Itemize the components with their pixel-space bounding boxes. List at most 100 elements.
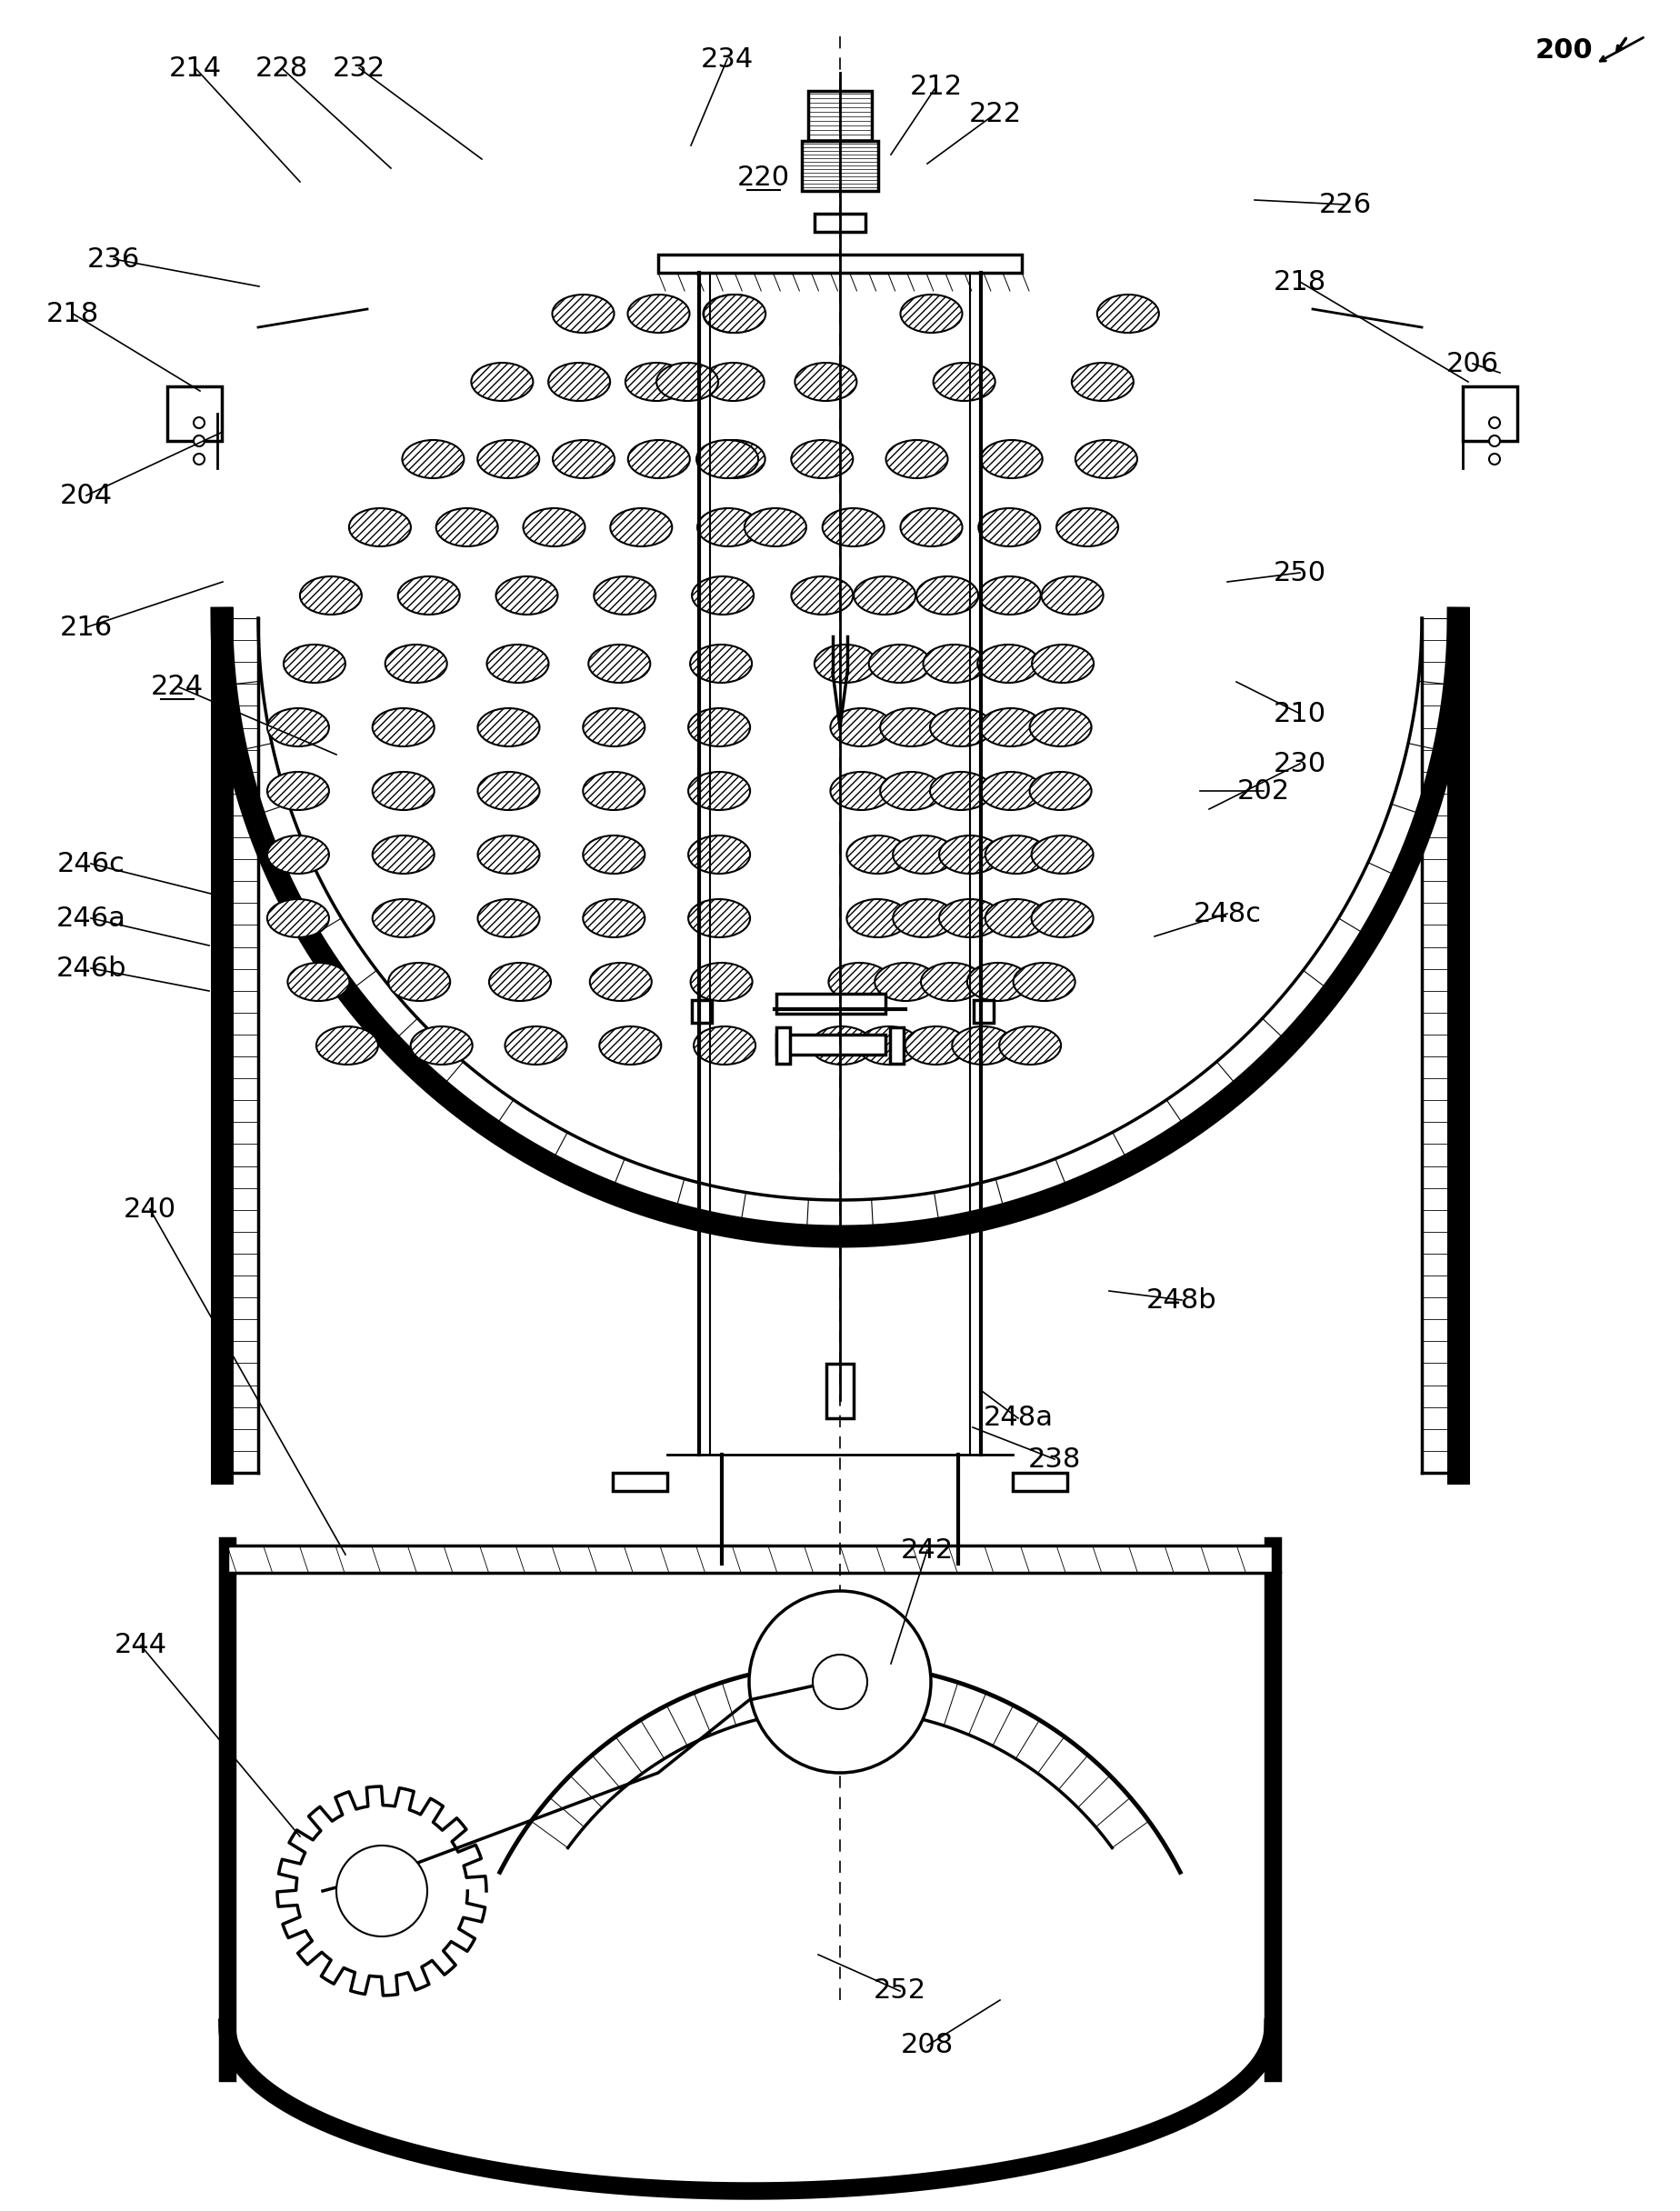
Ellipse shape — [998, 1026, 1060, 1063]
Text: 244: 244 — [114, 1632, 168, 1658]
Ellipse shape — [583, 772, 645, 809]
Ellipse shape — [978, 509, 1040, 546]
Text: 248b: 248b — [1146, 1287, 1216, 1313]
Ellipse shape — [1032, 900, 1092, 937]
Ellipse shape — [504, 1026, 566, 1063]
Text: 246c: 246c — [57, 851, 124, 878]
Bar — [776, 1035, 885, 1055]
Ellipse shape — [477, 772, 539, 809]
Ellipse shape — [373, 708, 433, 747]
Text: 210: 210 — [1273, 701, 1326, 727]
Ellipse shape — [853, 577, 916, 615]
Text: 246b: 246b — [55, 955, 126, 982]
Ellipse shape — [822, 509, 884, 546]
Ellipse shape — [588, 646, 650, 683]
Bar — [776, 993, 885, 1013]
Ellipse shape — [1072, 363, 1132, 400]
Bar — [776, 1028, 790, 1063]
Text: 222: 222 — [968, 99, 1021, 126]
Ellipse shape — [687, 900, 749, 937]
Circle shape — [336, 1846, 427, 1937]
Ellipse shape — [966, 962, 1028, 1002]
Ellipse shape — [904, 1026, 966, 1063]
Text: 234: 234 — [701, 46, 753, 73]
Ellipse shape — [1032, 646, 1094, 683]
Text: 248a: 248a — [983, 1404, 1053, 1431]
Circle shape — [193, 436, 205, 447]
Circle shape — [193, 418, 205, 429]
Bar — [1462, 387, 1517, 440]
Text: 252: 252 — [874, 1979, 926, 2003]
Ellipse shape — [979, 440, 1042, 478]
Ellipse shape — [979, 708, 1042, 747]
Bar — [801, 142, 877, 190]
Circle shape — [1488, 453, 1499, 464]
Ellipse shape — [1030, 708, 1090, 747]
Circle shape — [193, 453, 205, 464]
Ellipse shape — [590, 962, 652, 1002]
Ellipse shape — [1097, 294, 1158, 332]
Ellipse shape — [892, 900, 954, 937]
Ellipse shape — [791, 440, 852, 478]
Text: 200: 200 — [1534, 38, 1591, 64]
Bar — [973, 999, 993, 1024]
Text: 228: 228 — [255, 55, 307, 82]
Text: 220: 220 — [738, 164, 790, 190]
Ellipse shape — [267, 900, 329, 937]
Ellipse shape — [402, 440, 464, 478]
Ellipse shape — [687, 836, 749, 873]
Ellipse shape — [600, 1026, 660, 1063]
Polygon shape — [277, 1786, 486, 1997]
Ellipse shape — [885, 440, 948, 478]
Ellipse shape — [979, 772, 1042, 809]
Text: 216: 216 — [60, 615, 113, 641]
Ellipse shape — [553, 440, 615, 478]
Ellipse shape — [929, 772, 991, 809]
Ellipse shape — [657, 363, 717, 400]
Ellipse shape — [810, 1026, 872, 1063]
Ellipse shape — [267, 772, 329, 809]
Text: 250: 250 — [1273, 559, 1326, 586]
Bar — [692, 999, 711, 1024]
Ellipse shape — [610, 509, 672, 546]
Ellipse shape — [267, 708, 329, 747]
Ellipse shape — [583, 836, 645, 873]
Ellipse shape — [477, 836, 539, 873]
Circle shape — [1488, 418, 1499, 429]
Ellipse shape — [299, 577, 361, 615]
Ellipse shape — [696, 440, 758, 478]
Ellipse shape — [287, 962, 349, 1002]
Circle shape — [749, 1592, 931, 1773]
Text: 224: 224 — [151, 672, 203, 699]
Ellipse shape — [929, 708, 991, 747]
Ellipse shape — [939, 900, 1000, 937]
Ellipse shape — [697, 509, 759, 546]
Ellipse shape — [489, 962, 551, 1002]
Text: 242: 242 — [900, 1537, 953, 1563]
Ellipse shape — [744, 509, 806, 546]
Ellipse shape — [267, 836, 329, 873]
Text: 206: 206 — [1445, 352, 1499, 376]
Ellipse shape — [704, 294, 764, 332]
Ellipse shape — [284, 646, 344, 683]
Ellipse shape — [1057, 509, 1117, 546]
Ellipse shape — [694, 1026, 754, 1063]
Ellipse shape — [702, 294, 764, 332]
Ellipse shape — [477, 440, 539, 478]
Ellipse shape — [583, 900, 645, 937]
Ellipse shape — [625, 363, 687, 400]
Bar — [827, 1364, 853, 1417]
Text: 246a: 246a — [55, 904, 126, 931]
Ellipse shape — [939, 836, 1000, 873]
Text: 204: 204 — [60, 482, 113, 509]
Ellipse shape — [874, 962, 936, 1002]
Ellipse shape — [477, 708, 539, 747]
Ellipse shape — [1075, 440, 1137, 478]
Ellipse shape — [921, 962, 983, 1002]
Bar — [613, 1473, 667, 1490]
Text: 230: 230 — [1273, 750, 1326, 776]
Ellipse shape — [869, 646, 931, 683]
Text: 232: 232 — [333, 55, 385, 82]
Ellipse shape — [690, 962, 753, 1002]
Ellipse shape — [984, 836, 1047, 873]
